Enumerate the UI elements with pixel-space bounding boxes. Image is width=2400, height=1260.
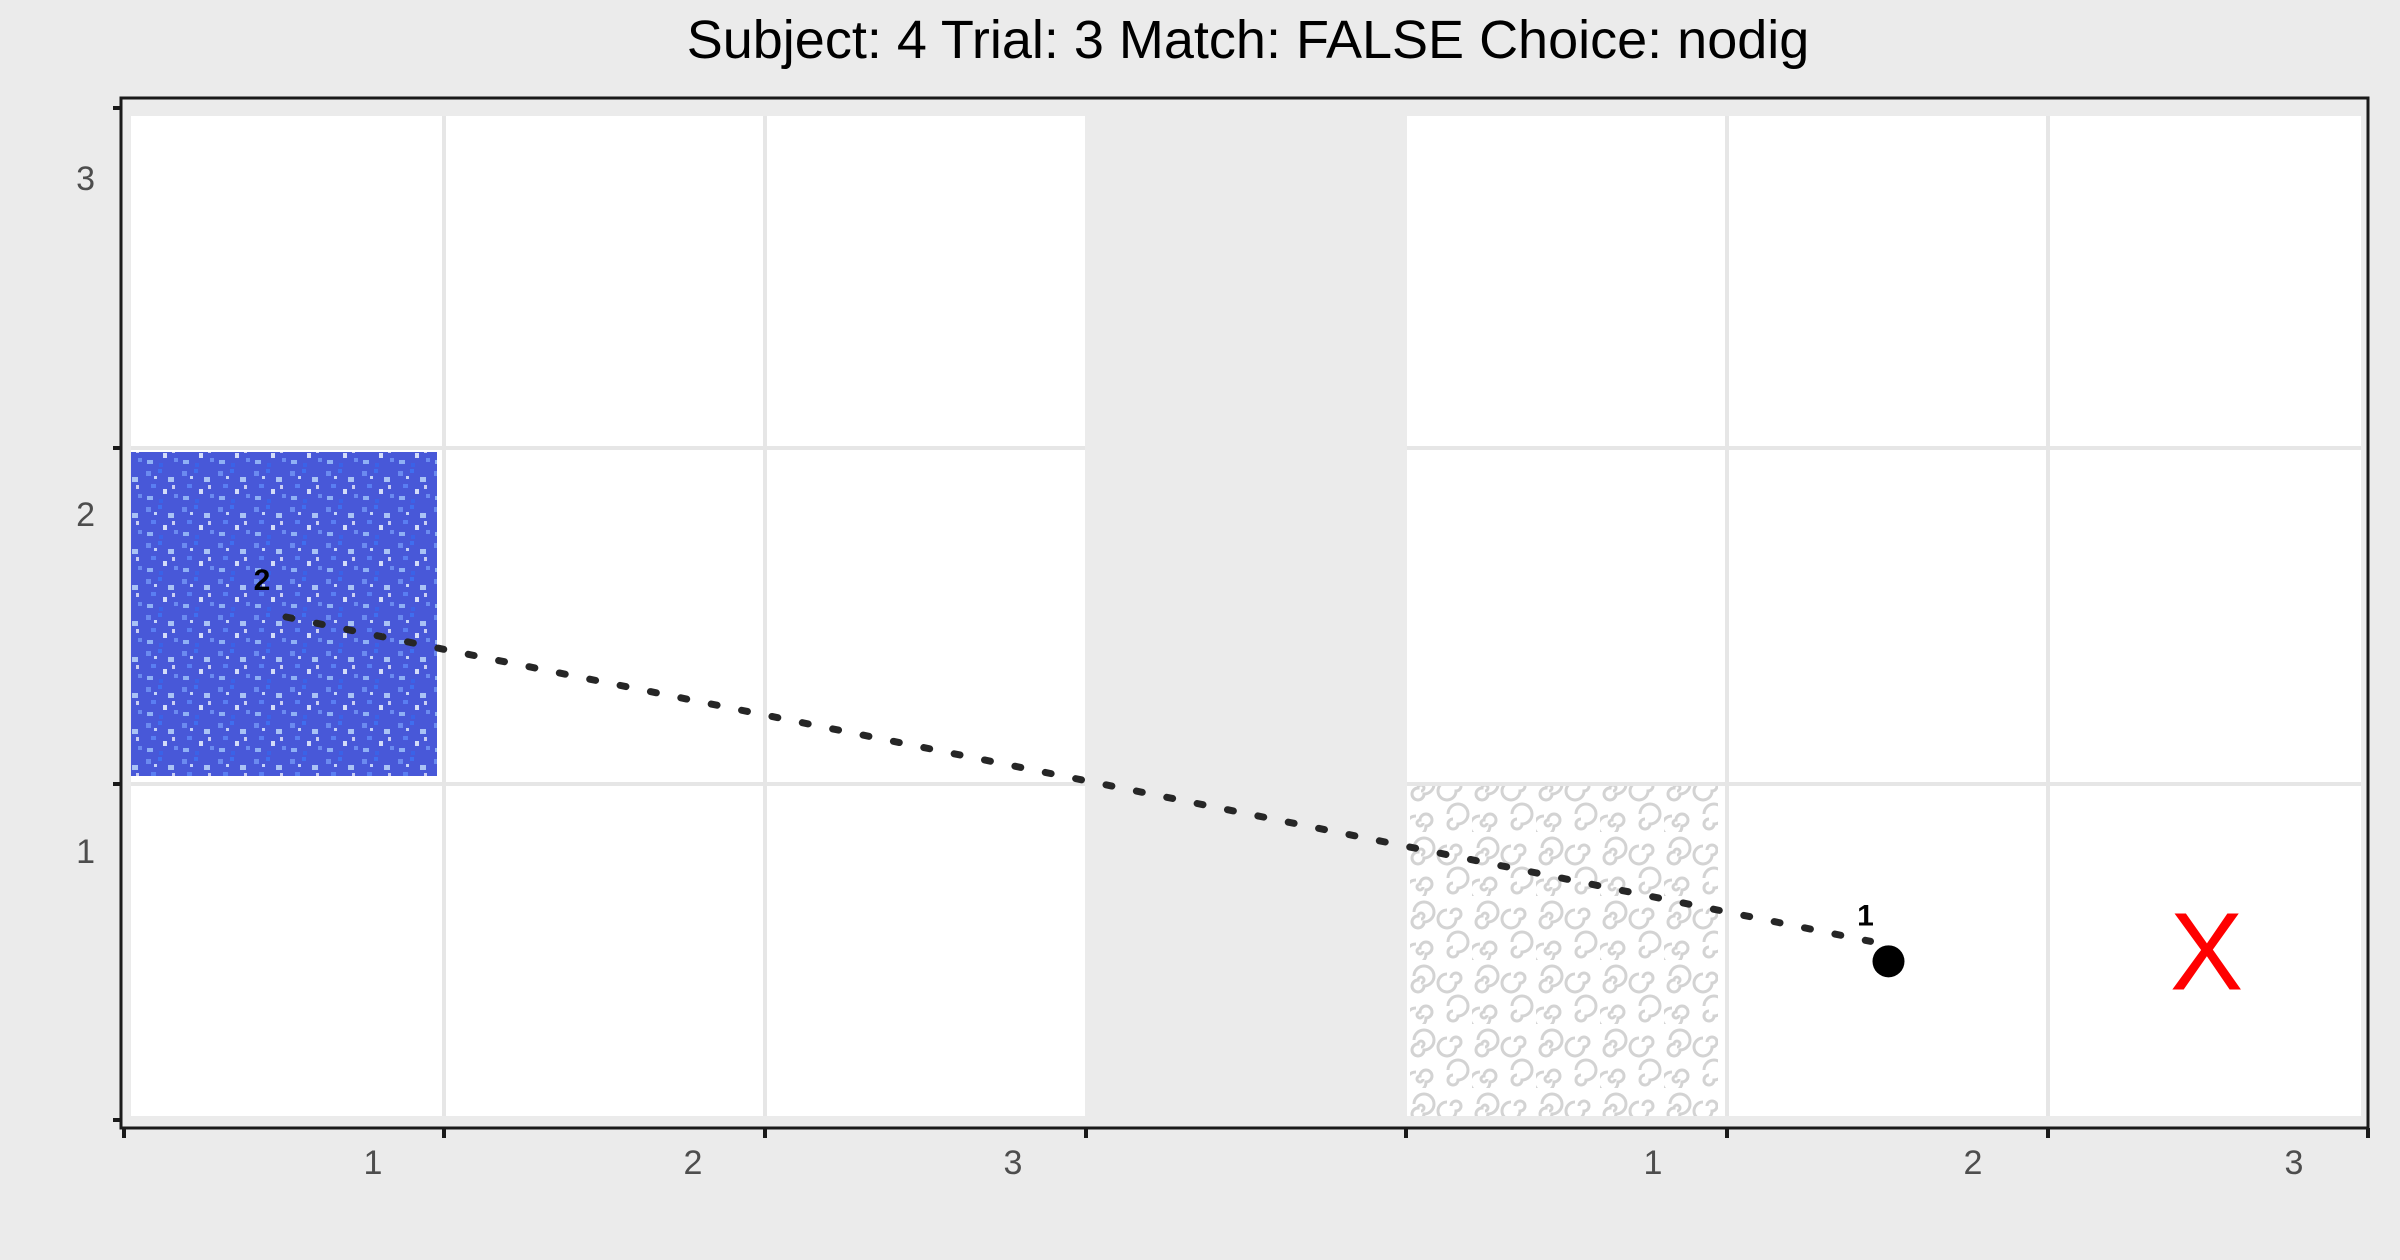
x-tick-label: 1 <box>364 1144 383 1182</box>
y-tick-label: 2 <box>76 496 95 534</box>
path-point-label-1: 1 <box>1857 899 1874 932</box>
current-position-dot <box>1872 945 1905 978</box>
y-tick-label: 3 <box>76 160 95 198</box>
x-tick-label: 2 <box>1964 1144 1983 1182</box>
axis-ticks <box>113 106 2370 1138</box>
path-point-label-2: 2 <box>254 564 271 597</box>
y-tick-label: 1 <box>76 833 95 871</box>
blue-noise-tile <box>131 452 437 776</box>
x-tick-label: 3 <box>1004 1144 1023 1182</box>
movement-path <box>282 613 1874 945</box>
chart-title: Subject: 4 Trial: 3 Match: FALSE Choice:… <box>687 10 1810 70</box>
x-marker: X <box>2170 890 2243 1013</box>
grid-lines <box>131 116 2361 1116</box>
x-tick-label: 2 <box>684 1144 703 1182</box>
x-tick-label: 3 <box>2285 1144 2304 1182</box>
x-tick-label: 1 <box>1644 1144 1663 1182</box>
grey-swirl-tile <box>1410 786 1718 1116</box>
